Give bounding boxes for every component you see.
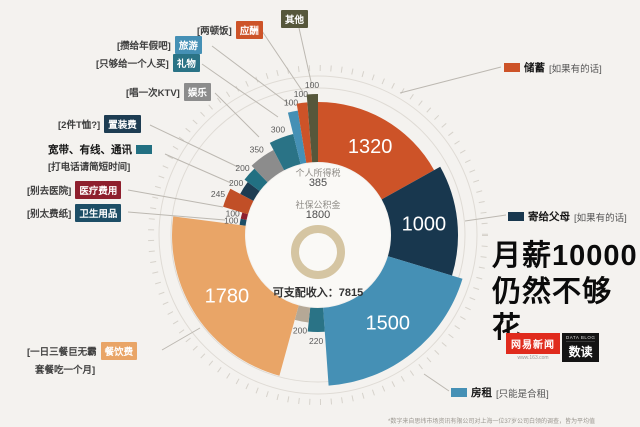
segment-value: 350 [250,145,264,155]
callout-chuxu: 储蓄 [如果有的话] [504,60,602,75]
callout-yiliao: [别去医院] 医疗费用 [27,181,122,199]
segment-value: 1000 [402,214,447,236]
callout-label: 礼物 [172,54,200,72]
callout-hint: [唱一次KTV] [126,88,180,99]
callout-label: 旅游 [174,36,202,54]
callout-hint: [只能是合租] [496,388,549,400]
callout-label: 餐饮费 [100,342,138,360]
callout-fangzu: 房租 [只能是合租] [451,385,549,400]
title-line1: 月薪10000 [492,240,638,272]
callout-label: 其他 [281,10,309,28]
callout-hint: [别太费纸] [27,209,72,220]
callout-hint: [打电话请简短时间] [48,162,131,173]
chart-segment [287,110,307,165]
chart-segment [172,216,299,376]
callout-hint: [攒给年假吧] [117,41,171,52]
segment-value: 1320 [348,136,393,158]
segment-value: 1500 [366,313,411,335]
segment-value: 100 [284,98,298,108]
callout-hint: [两顿饭] [197,26,232,37]
segment-value: 200 [229,178,243,188]
chart-segment [323,256,463,386]
callout-lvyou: [攒给年假吧] 旅游 [117,36,202,54]
chart-segment [294,305,311,323]
segment-value: 200 [235,163,249,173]
callout-hint: [别去医院] [27,186,72,197]
segment-value: 100 [224,215,238,225]
leader-lines [127,18,507,392]
disposable-income: 可支配收入：7815 [272,287,364,299]
callout-canyin: [一日三餐巨无霸 餐饮费 套餐吃一个月] [27,342,138,376]
callout-label: 娱乐 [183,83,211,101]
chart-segment [318,102,435,200]
footnote: *数字来自思纬市场资讯有限公司对上海一位37岁公司白领的调查，皆为平均值 [388,419,596,425]
callout-hint: [如果有的话] [574,212,627,224]
chart-segment [307,307,325,333]
tax-value: 385 [308,177,328,189]
legend-swatch [136,145,152,154]
callout-weisheng: [别太费纸] 卫生用品 [27,204,122,222]
page-title: 月薪10000 仍然不够花 [492,238,640,346]
callout-zhizhuang: [2件T恤?] 置装费 [58,115,141,133]
fund-label: 社保公积金 [295,200,341,210]
callout-label: 宽带、有线、通讯 [48,144,132,156]
callout-label: 应酬 [235,21,263,39]
chart-segment [296,102,313,163]
chart-segment [251,150,285,183]
callout-label: 寄给父母 [528,211,570,223]
callout-hint: [只够给一个人买] [96,59,169,70]
center-ring [291,225,345,279]
callout-label: 置装费 [104,115,141,133]
chart-segments: 1320100015002202001780100100245200200350… [172,80,463,386]
legend-swatch [451,388,467,397]
callout-label: 医疗费用 [75,181,122,199]
brand-product: 数读 [568,345,593,359]
callout-yule: [唱一次KTV] 娱乐 [126,83,211,101]
segment-value: 220 [309,336,323,346]
segment-value: 1780 [205,286,250,308]
callout-label: 房租 [471,387,492,399]
chart-segment [223,188,254,215]
donut-hole [246,163,390,307]
fund-value: 1800 [305,209,331,221]
chart-segment [381,166,459,276]
callout-fumu: 寄给父母 [如果有的话] [508,209,627,224]
brand-name: 网易新闻 [506,333,560,354]
segment-value: 100 [305,80,319,90]
chart-segment [244,168,268,191]
callout-hint2: 套餐吃一个月] [35,365,96,376]
brand-url: www.163.com [517,355,549,361]
segment-value: 100 [294,89,308,99]
brand-data-label: DATA BLOG [566,335,596,342]
segment-value: 200 [293,325,307,335]
segment-value: 100 [226,208,240,218]
callout-label: 卫生用品 [75,204,122,222]
tax-label: 个人所得税 [295,168,341,178]
callout-qita: 其他 [281,10,309,28]
segment-value: 300 [271,124,285,134]
chart-segment [239,218,247,226]
legend-swatch [504,63,520,72]
chart-segment [240,182,260,201]
callout-liwu: [只够给一个人买] 礼物 [96,54,200,72]
callout-label: 储蓄 [524,62,545,74]
callout-yingchou: [两顿饭] 应酬 [197,21,263,39]
legend-swatch [508,212,524,221]
segment-value: 245 [211,189,225,199]
chart-segment [269,134,301,171]
chart-segment [306,94,318,163]
callout-hint: [一日三餐巨无霸 [27,347,97,358]
callout-kuandai: 宽带、有线、通讯 [打电话请简短时间] [48,142,152,173]
guide-circles [148,65,488,405]
brand-logo: 网易新闻 www.163.com DATA BLOG 数读 [506,333,600,362]
callout-hint: [如果有的话] [549,63,602,75]
chart-segment [240,212,248,220]
callout-hint: [2件T恤?] [58,120,101,131]
